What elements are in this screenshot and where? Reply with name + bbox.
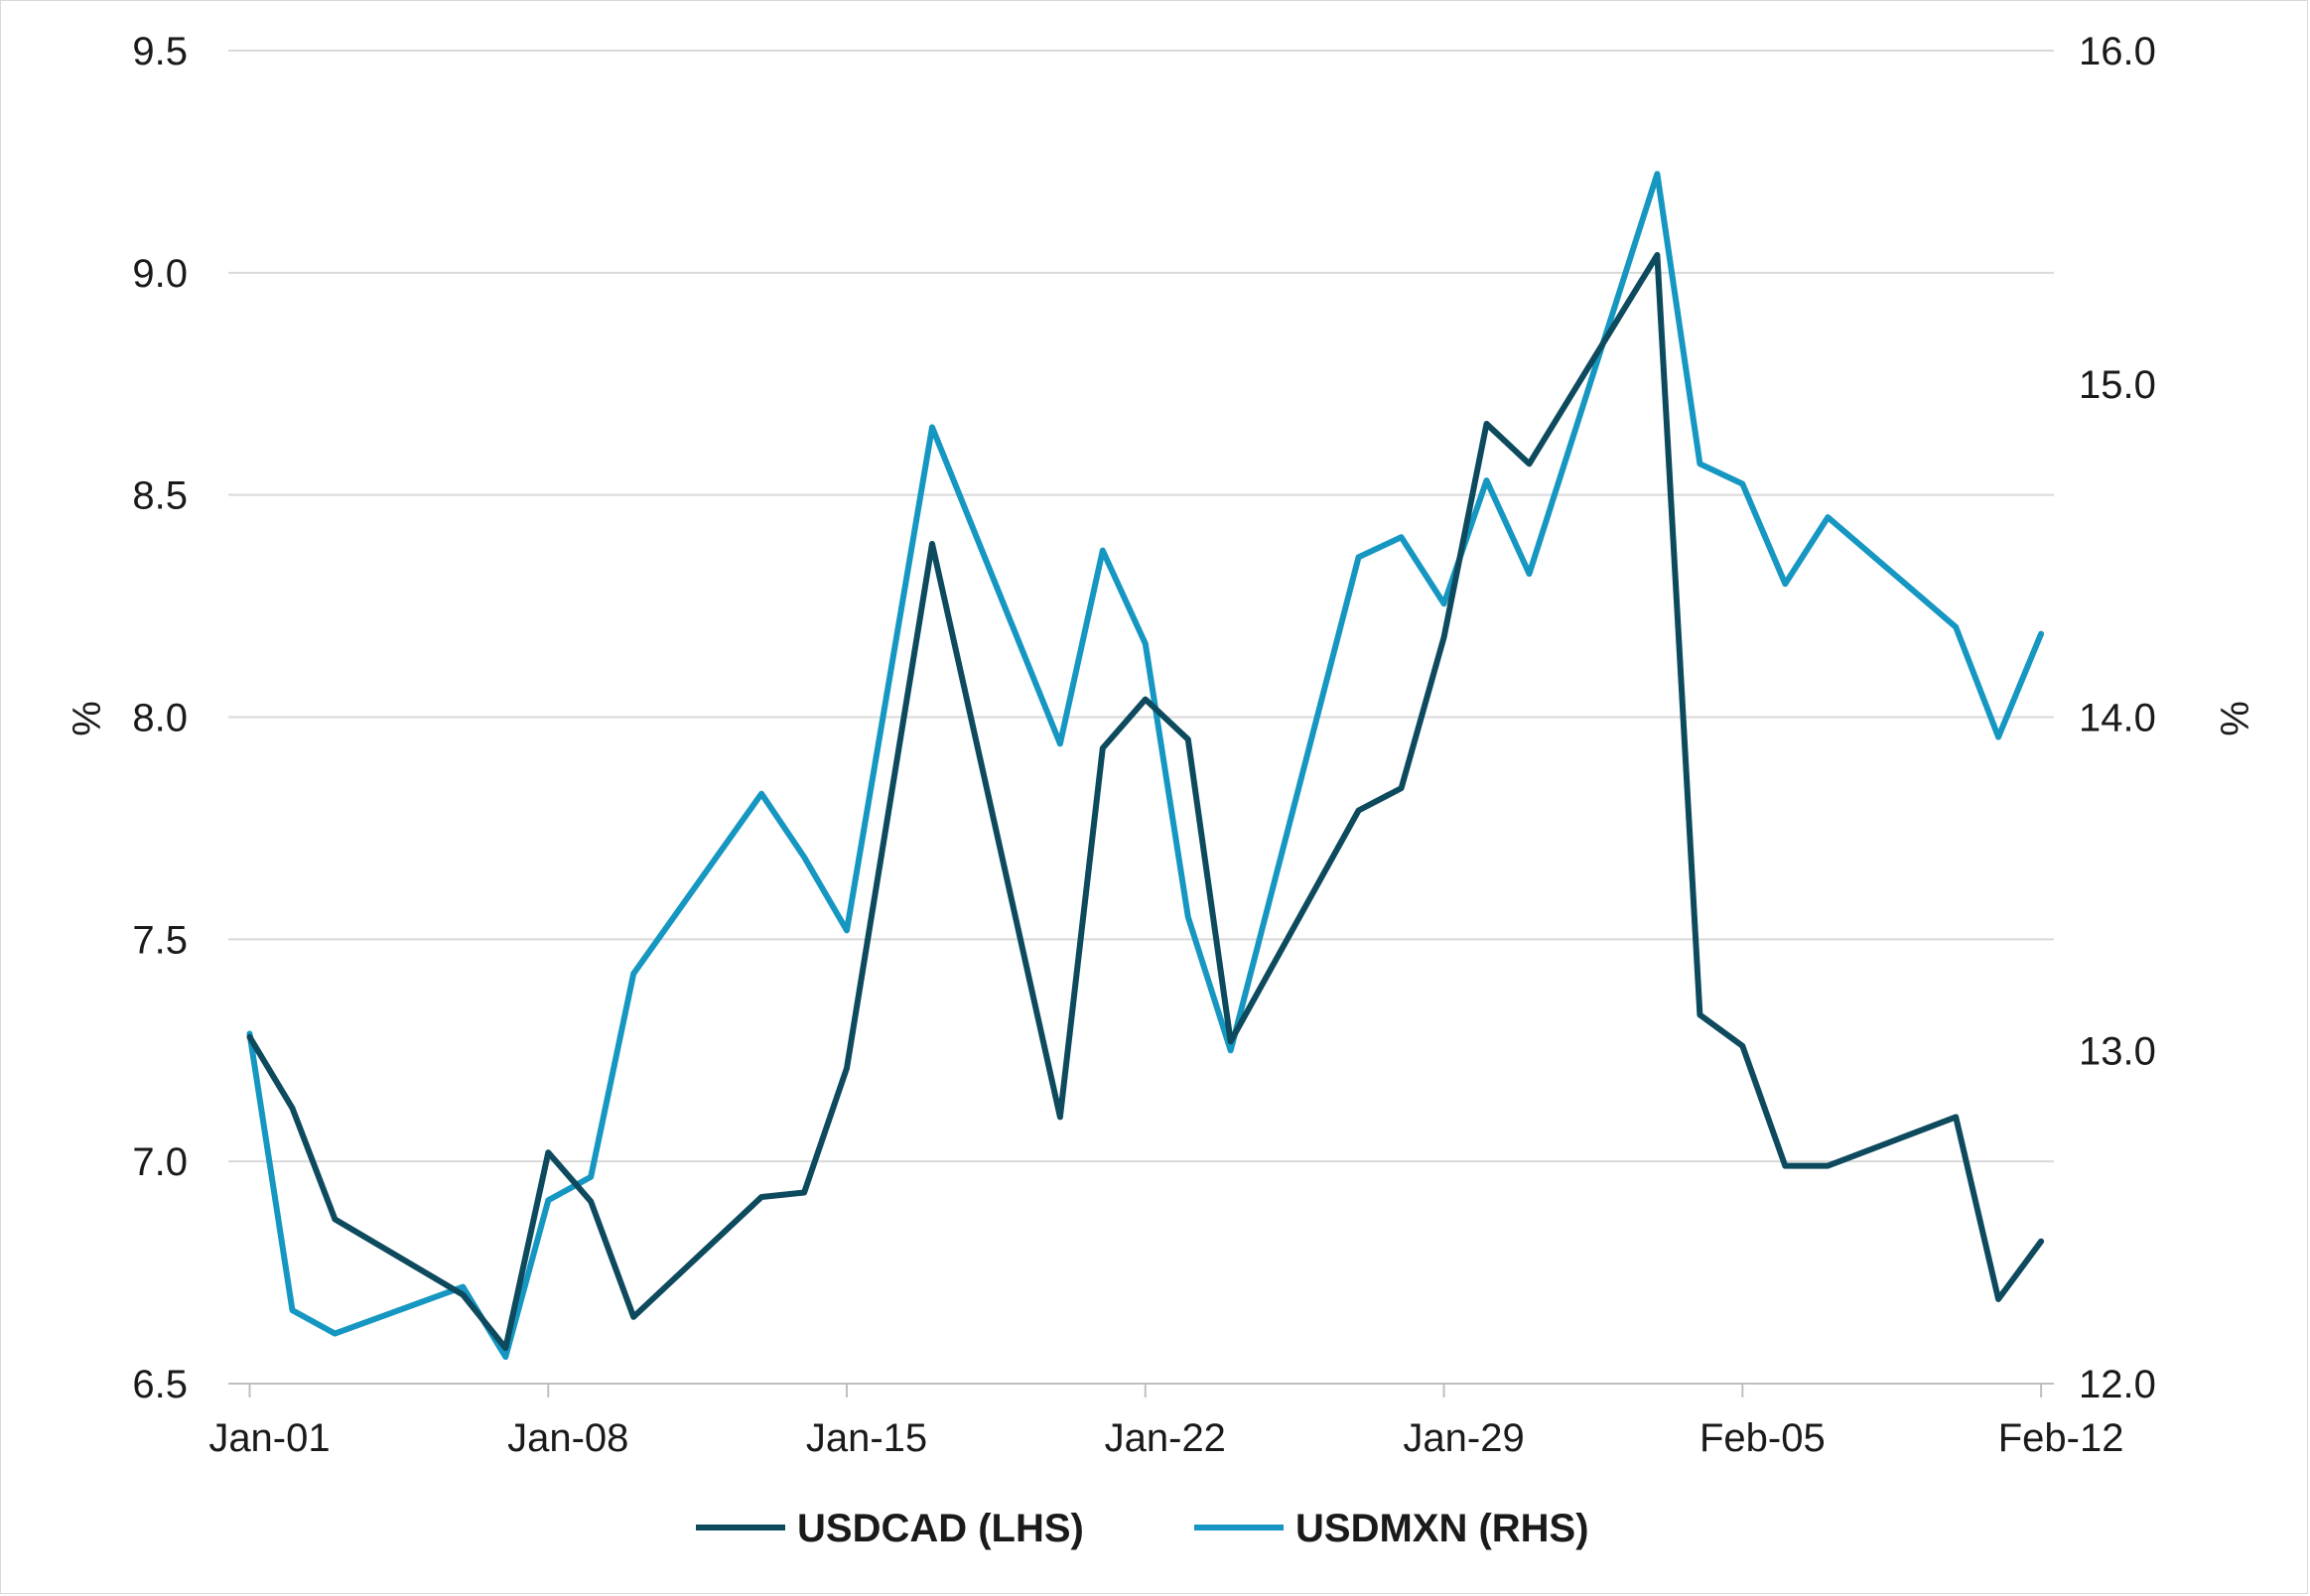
left-axis-title: % [66,701,109,736]
gridlines [228,50,2054,1163]
x-tick-label: Feb-12 [1998,1416,2124,1460]
right-tick-label: 16.0 [2079,30,2156,73]
x-tick-label: Jan-29 [1403,1416,1524,1460]
legend-label-usdcad: USDCAD (LHS) [797,1507,1084,1550]
left-axis-ticks: 6.5 7.0 7.5 8.0 8.5 9.0 9.5 [132,30,188,1406]
left-tick-label: 9.0 [132,252,188,296]
right-axis-ticks: 12.0 13.0 14.0 15.0 16.0 [2079,30,2156,1406]
right-axis-title: % [2214,701,2257,736]
right-tick-label: 14.0 [2079,697,2156,740]
x-axis-ticks: Jan-01 Jan-08 Jan-15 Jan-22 Jan-29 Feb-05 Feb-… [208,1384,2123,1460]
right-tick-label: 13.0 [2079,1029,2156,1073]
series-line-usdcad [246,251,2045,1352]
legend: USDCAD (LHS) USDMXN (RHS) [696,1507,1589,1550]
x-tick-label: Jan-22 [1105,1416,1226,1460]
left-tick-label: 7.5 [132,918,188,962]
right-tick-label: 12.0 [2079,1363,2156,1406]
series-lines [246,171,2045,1361]
x-tick-label: Jan-08 [507,1416,628,1460]
x-tick-label: Jan-15 [806,1416,927,1460]
x-tick-label: Jan-01 [208,1416,330,1460]
right-tick-label: 15.0 [2079,363,2156,407]
x-tick-label: Feb-05 [1699,1416,1826,1460]
left-tick-label: 6.5 [132,1363,188,1406]
left-tick-label: 7.0 [132,1140,188,1184]
legend-label-usdmxn: USDMXN (RHS) [1295,1507,1589,1550]
left-tick-label: 8.0 [132,697,188,740]
left-tick-label: 9.5 [132,30,188,73]
series-line-usdmxn [246,171,2045,1361]
left-tick-label: 8.5 [132,474,188,518]
